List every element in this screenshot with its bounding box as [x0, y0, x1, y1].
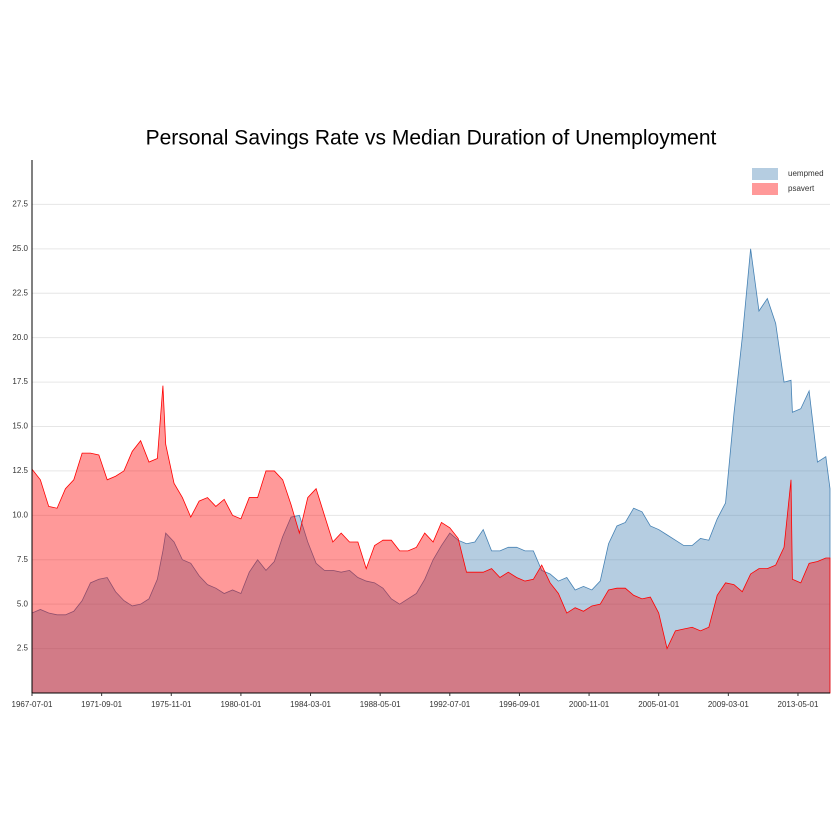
x-tick-label: 1992-07-01 — [429, 700, 470, 709]
x-tick-label: 1984-03-01 — [290, 700, 331, 709]
area — [31, 248, 831, 694]
y-tick-label: 27.5 — [12, 200, 28, 209]
x-tick-label: 1988-05-01 — [360, 700, 401, 709]
legend-label: psavert — [788, 184, 815, 193]
legend-swatch — [752, 168, 778, 180]
y-tick-label: 25.0 — [12, 244, 28, 253]
chart-title: Personal Savings Rate vs Median Duration… — [146, 127, 717, 150]
x-tick-label: 2009-03-01 — [708, 700, 749, 709]
area — [31, 385, 831, 694]
y-tick-label: 15.0 — [12, 422, 28, 431]
x-tick-label: 2000-11-01 — [569, 700, 610, 709]
x-tick-label: 1996-09-01 — [499, 700, 540, 709]
y-tick-label: 12.5 — [12, 466, 28, 475]
legend-label: uempmed — [788, 169, 824, 178]
y-tick-label: 5.0 — [17, 599, 29, 608]
x-tick-label: 1967-07-01 — [12, 700, 53, 709]
x-tick-label: 1980-01-01 — [220, 700, 261, 709]
y-tick-label: 2.5 — [17, 644, 29, 653]
legend-swatch — [752, 183, 778, 195]
y-tick-label: 10.0 — [12, 510, 28, 519]
y-tick-label: 20.0 — [12, 333, 28, 342]
y-tick-label: 17.5 — [12, 377, 28, 386]
x-tick-label: 1971-09-01 — [81, 700, 122, 709]
x-tick-label: 1975-11-01 — [151, 700, 192, 709]
x-tick-label: 2013-05-01 — [778, 700, 819, 709]
y-tick-label: 22.5 — [12, 288, 28, 297]
y-tick-label: 7.5 — [17, 555, 29, 564]
x-tick-label: 2005-01-01 — [638, 700, 679, 709]
